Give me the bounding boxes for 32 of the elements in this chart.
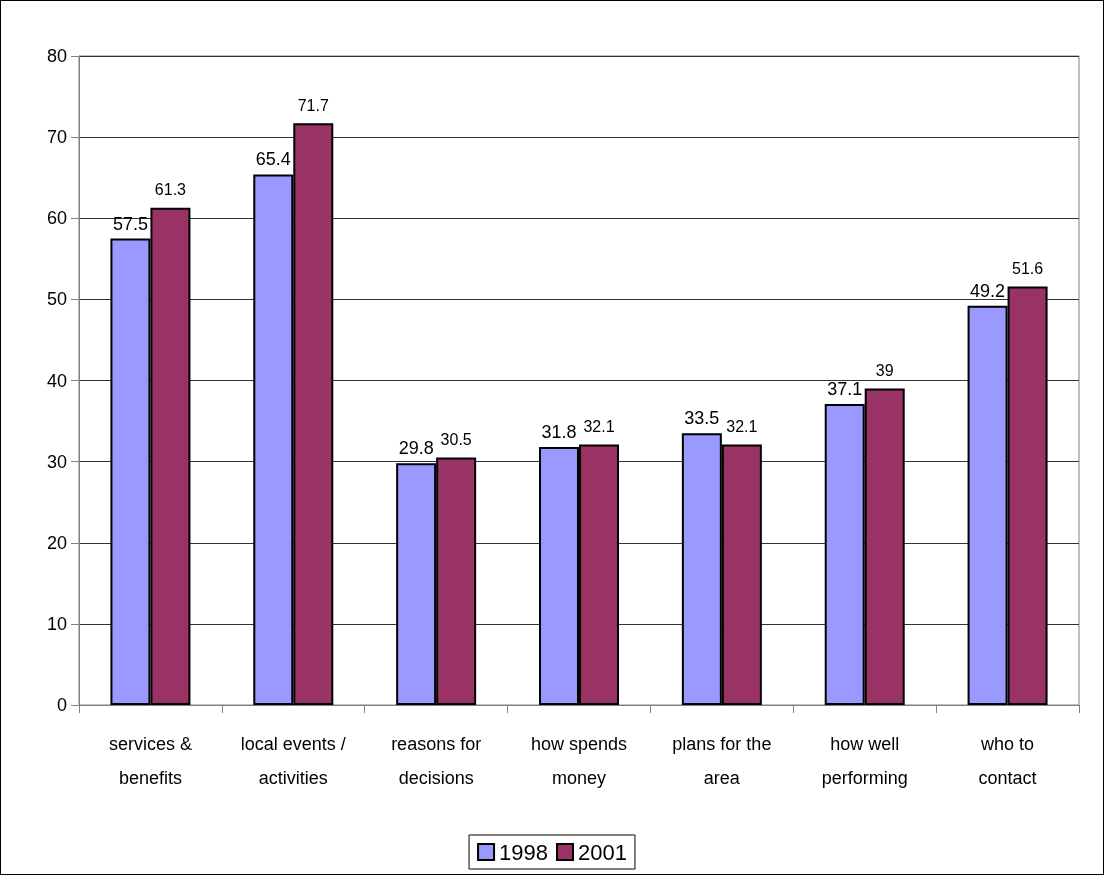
y-tick-label: 30 [46, 451, 67, 472]
y-tick-label: 80 [46, 46, 67, 66]
legend-label: 1998 [499, 839, 549, 865]
x-tick-label: plans for the area [672, 734, 772, 788]
y-tick-label: 70 [46, 127, 67, 148]
data-label: 29.8 [398, 438, 434, 459]
data-label: 30.5 [440, 431, 472, 449]
x-tick-label: how well performing [821, 734, 908, 788]
x-tick-label: how spends money [530, 734, 628, 788]
data-label: 57.5 [112, 213, 148, 234]
y-tick-label: 40 [46, 370, 67, 391]
x-tick-label: local events / activities [240, 734, 346, 788]
data-label: 33.5 [684, 408, 720, 429]
data-label: 37.1 [827, 379, 863, 400]
y-tick-label: 50 [46, 289, 67, 310]
data-label: 51.6 [1012, 259, 1044, 277]
y-tick-label: 0 [56, 695, 67, 715]
y-tick-label: 20 [46, 532, 67, 553]
x-tick-label: reasons for decisions [391, 734, 482, 788]
x-tick-label: who to contact [978, 734, 1037, 788]
x-tick-label: services & benefits [108, 734, 192, 788]
data-label: 65.4 [255, 149, 291, 170]
data-label: 71.7 [297, 96, 329, 114]
y-tick-label: 60 [46, 208, 67, 229]
data-label: 49.2 [970, 280, 1006, 301]
legend-label: 2001 [578, 839, 627, 865]
y-tick-label: 10 [46, 613, 67, 634]
data-label: 61.3 [154, 181, 187, 199]
data-label: 32.1 [726, 418, 758, 436]
data-label: 39 [875, 362, 894, 380]
data-label: 31.8 [541, 422, 577, 443]
data-label: 32.1 [583, 418, 615, 436]
